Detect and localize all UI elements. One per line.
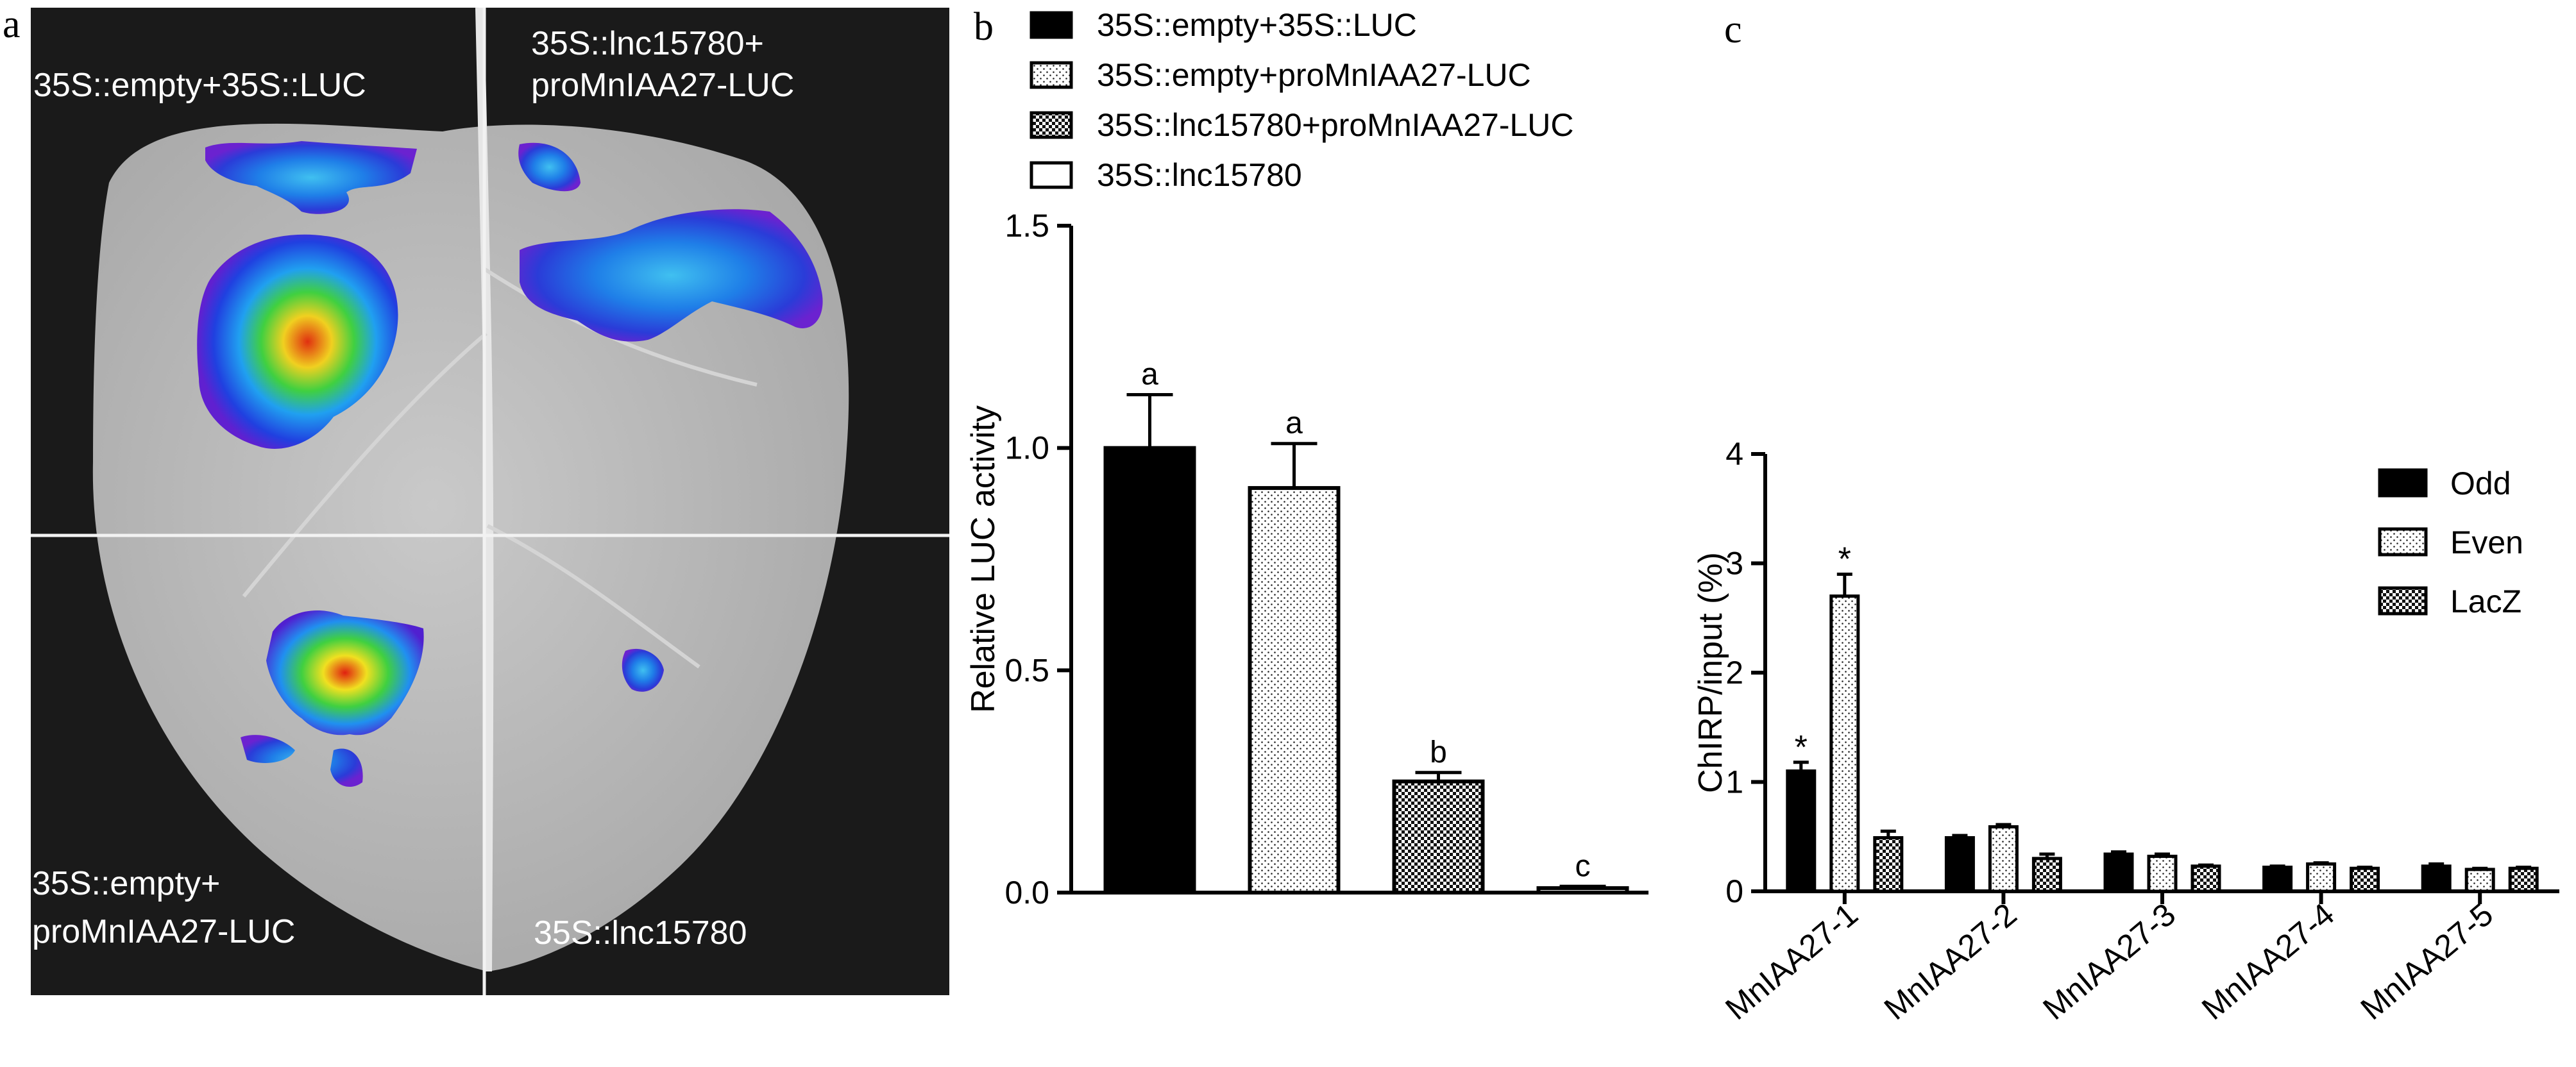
bar bbox=[2147, 854, 2178, 893]
bar bbox=[2306, 862, 2337, 893]
quadrant-label-bottom-left-line1: 35S::empty+ bbox=[32, 865, 220, 902]
luminescence-spot-top-right-small bbox=[518, 142, 580, 192]
y-tick-label: 0.0 bbox=[1004, 875, 1049, 911]
x-tick-label: MnIAA27-2 bbox=[1877, 896, 2024, 1027]
bar bbox=[1786, 769, 1817, 893]
y-axis-label: Relative LUC activity bbox=[965, 405, 1002, 713]
bar bbox=[2464, 868, 2495, 893]
luminescence-spot-top-left-upper bbox=[205, 141, 417, 214]
bar bbox=[2103, 852, 2134, 893]
leaf-midrib bbox=[475, 7, 494, 972]
bar bbox=[1103, 446, 1196, 895]
quadrant-label-top-right-line2: proMnIAA27-LUC bbox=[531, 67, 794, 104]
bar bbox=[1988, 825, 2019, 893]
bar bbox=[2421, 864, 2452, 893]
y-axis-label: ChIRP/input (%) bbox=[1692, 552, 1729, 793]
luminescence-spot-top-right bbox=[520, 209, 823, 342]
legend-swatch bbox=[1030, 111, 1073, 139]
chart-c-plot: 0 1 2 3 4 ChIRP/input (%) * * MnIAA27-1 MnIAA27-2… bbox=[1692, 436, 2559, 1027]
legend-label: 35S::lnc15780+proMnIAA27-LUC bbox=[1097, 107, 1574, 143]
x-tick-label: MnIAA27-1 bbox=[1718, 896, 1865, 1027]
y-tick-label: 4 bbox=[1725, 436, 1743, 472]
bar bbox=[1873, 836, 1904, 893]
legend-swatch bbox=[1030, 61, 1073, 89]
bar bbox=[2262, 865, 2293, 893]
luminescence-spot-top-left bbox=[197, 234, 398, 449]
bar bbox=[1536, 886, 1629, 895]
y-tick-label: 3 bbox=[1725, 546, 1743, 582]
panel-b-label: b bbox=[974, 5, 994, 49]
bar bbox=[1944, 836, 1975, 893]
panel-a-luciferase-image: a 35S::empty+35S::LUC 35S::lnc15780+ pro… bbox=[3, 3, 949, 995]
legend-label: 35S::lnc15780 bbox=[1097, 157, 1302, 193]
quadrant-label-top-right-line1: 35S::lnc15780+ bbox=[531, 25, 764, 62]
chart-b-plot: 0.0 0.5 1.0 1.5 Relative LUC activity a a b c bbox=[965, 208, 1648, 911]
significance-label: * bbox=[1838, 541, 1851, 578]
significance-label: c bbox=[1575, 849, 1591, 883]
legend-swatch bbox=[2378, 468, 2428, 498]
y-tick-label: 0.5 bbox=[1004, 652, 1049, 688]
y-tick-label: 2 bbox=[1725, 655, 1743, 691]
significance-label: * bbox=[1795, 729, 1808, 766]
legend-label: Odd bbox=[2450, 466, 2511, 501]
quadrant-label-bottom-left-line2: proMnIAA27-LUC bbox=[32, 913, 295, 950]
bar bbox=[2031, 857, 2062, 893]
y-tick-label: 1 bbox=[1725, 764, 1743, 800]
y-tick-label: 0 bbox=[1725, 873, 1743, 909]
panel-b-luc-activity-chart: b 35S::empty+35S::LUC35S::empty+proMnIAA… bbox=[965, 5, 1648, 911]
chart-c-legend: Odd Even LacZ bbox=[2378, 466, 2523, 619]
significance-label: a bbox=[1285, 407, 1303, 441]
y-tick-label: 1.5 bbox=[1004, 208, 1049, 244]
luminescence-spot-bottom-left-small bbox=[241, 735, 363, 787]
luminescence-spot-bottom-right bbox=[622, 648, 664, 692]
bar bbox=[1829, 594, 1860, 893]
x-tick-label: MnIAA27-5 bbox=[2354, 896, 2500, 1027]
y-tick-label: 1.0 bbox=[1004, 430, 1049, 466]
chart-b-legend: 35S::empty+35S::LUC35S::empty+proMnIAA27… bbox=[1030, 7, 1574, 193]
quadrant-label-bottom-right: 35S::lnc15780 bbox=[534, 914, 747, 952]
bar bbox=[2508, 866, 2539, 893]
bar bbox=[1248, 486, 1341, 895]
legend-label: 35S::empty+35S::LUC bbox=[1097, 7, 1417, 43]
significance-label: b bbox=[1430, 735, 1447, 769]
panel-c-label: c bbox=[1724, 8, 1742, 51]
quadrant-label-top-left: 35S::empty+35S::LUC bbox=[33, 67, 366, 104]
legend-label: LacZ bbox=[2450, 584, 2521, 619]
bar bbox=[2190, 864, 2221, 893]
bar bbox=[1392, 779, 1485, 895]
legend-label: 35S::empty+proMnIAA27-LUC bbox=[1097, 57, 1531, 93]
panel-a-label: a bbox=[3, 3, 21, 46]
x-tick-label: MnIAA27-3 bbox=[2036, 896, 2182, 1027]
x-tick-label: MnIAA27-4 bbox=[2195, 896, 2341, 1027]
legend-swatch bbox=[2378, 586, 2428, 616]
legend-swatch bbox=[1030, 11, 1073, 39]
legend-swatch bbox=[2378, 527, 2428, 557]
significance-label: a bbox=[1141, 357, 1158, 391]
luminescence-spot-bottom-left bbox=[266, 610, 424, 735]
bar bbox=[2350, 866, 2380, 893]
legend-swatch bbox=[1030, 161, 1073, 189]
legend-label: Even bbox=[2450, 525, 2523, 560]
